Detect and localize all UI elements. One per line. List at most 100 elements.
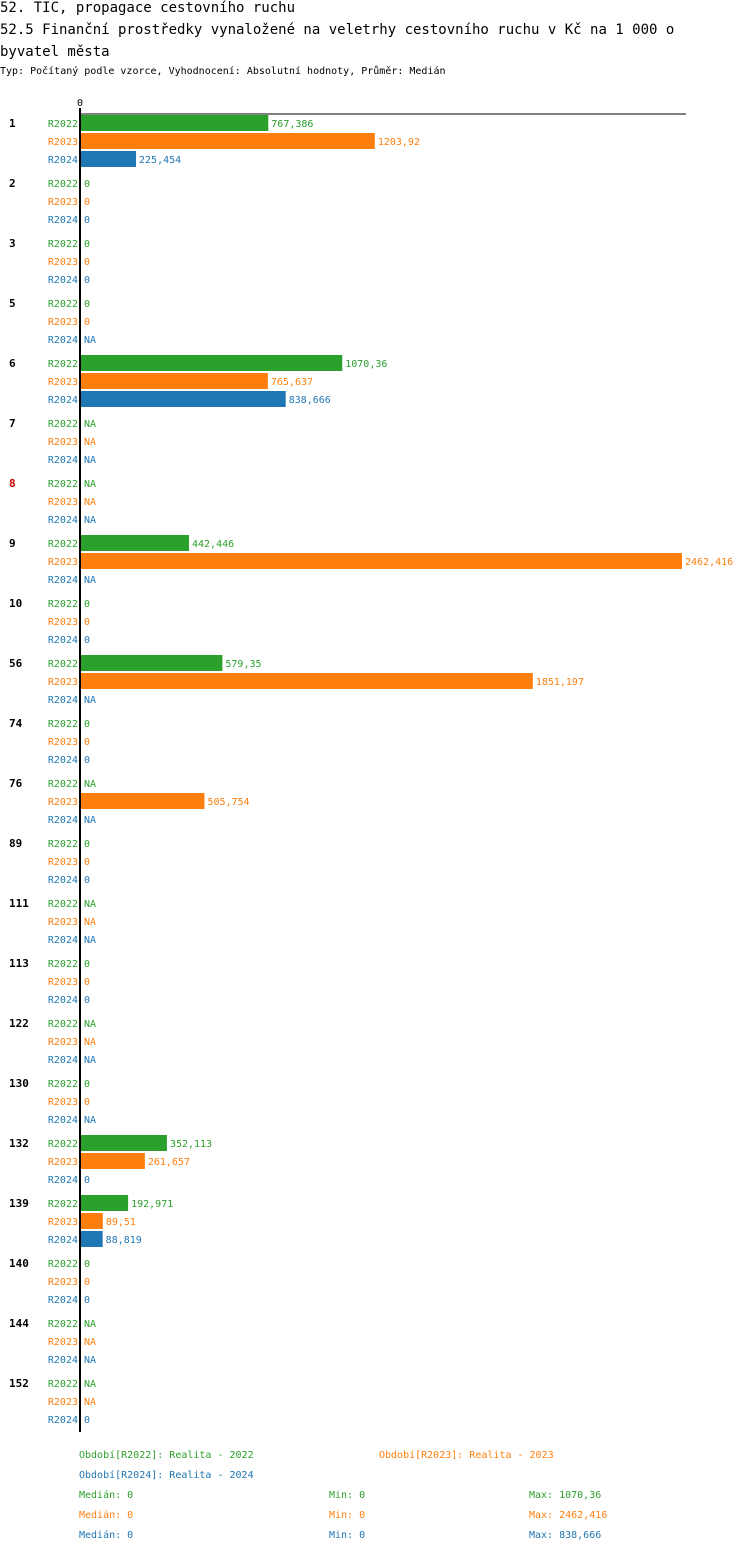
series-label: R2022 <box>48 1319 78 1330</box>
series-label: R2023 <box>48 377 78 388</box>
series-label: R2022 <box>48 1199 78 1210</box>
series-label: R2023 <box>48 1037 78 1048</box>
category-label: 111 <box>9 897 29 910</box>
data-label: NA <box>84 1337 96 1348</box>
category-label: 2 <box>9 177 16 190</box>
series-label: R2023 <box>48 1217 78 1228</box>
series-label: R2024 <box>48 395 78 406</box>
data-label: 0 <box>84 239 90 250</box>
series-label: R2022 <box>48 599 78 610</box>
data-label: 505,754 <box>207 797 249 808</box>
series-label: R2022 <box>48 179 78 190</box>
data-label: NA <box>84 575 96 586</box>
bar <box>81 1213 103 1229</box>
data-label: 0 <box>84 635 90 646</box>
data-label: NA <box>84 917 96 928</box>
data-label: 0 <box>84 839 90 850</box>
data-label: NA <box>84 1397 96 1408</box>
data-label: 0 <box>84 299 90 310</box>
data-label: 261,657 <box>148 1157 190 1168</box>
data-label: 0 <box>84 755 90 766</box>
data-label: 225,454 <box>139 155 181 166</box>
series-label: R2022 <box>48 719 78 730</box>
bar <box>81 1135 167 1151</box>
chart-title-line-1: 52. TIC, propagace cestovního ruchu <box>0 0 296 16</box>
series-label: R2024 <box>48 935 78 946</box>
series-label: R2023 <box>48 1337 78 1348</box>
series-label: R2022 <box>48 479 78 490</box>
bar <box>81 1231 103 1247</box>
category-label: 76 <box>9 777 23 790</box>
category-label: 122 <box>9 1017 29 1030</box>
category-label: 6 <box>9 357 16 370</box>
series-label: R2023 <box>48 437 78 448</box>
data-label: NA <box>84 419 96 430</box>
stat-median-r2023: Medián: 0 <box>79 1510 134 1521</box>
series-label: R2024 <box>48 1355 78 1366</box>
data-label: 0 <box>84 1097 90 1108</box>
series-label: R2022 <box>48 299 78 310</box>
category-label: 130 <box>9 1077 29 1090</box>
series-label: R2024 <box>48 1055 78 1066</box>
bar <box>81 793 205 809</box>
series-label: R2022 <box>48 839 78 850</box>
data-label: NA <box>84 779 96 790</box>
bar <box>81 655 223 671</box>
data-label: 765,637 <box>271 377 313 388</box>
bar-chart: 0 1 R2022 767,386 R2023 1203,92 R2024 225,454 2 R… <box>9 98 733 1432</box>
category-label: 152 <box>9 1377 29 1390</box>
data-label: 1851,197 <box>536 677 584 688</box>
stat-min-r2024: Min: 0 <box>329 1530 366 1541</box>
data-label: NA <box>84 455 96 466</box>
stat-max-r2023: Max: 2462,416 <box>529 1510 608 1521</box>
data-label: 0 <box>84 1277 90 1288</box>
stat-min-r2023: Min: 0 <box>329 1510 366 1521</box>
stat-min-r2022: Min: 0 <box>329 1490 366 1501</box>
series-label: R2023 <box>48 557 78 568</box>
data-label: 2462,416 <box>685 557 733 568</box>
series-label: R2024 <box>48 515 78 526</box>
category-label: 132 <box>9 1137 29 1150</box>
data-label: 0 <box>84 1295 90 1306</box>
series-label: R2023 <box>48 617 78 628</box>
data-label: 0 <box>84 1415 90 1426</box>
series-label: R2024 <box>48 1175 78 1186</box>
series-label: R2023 <box>48 1277 78 1288</box>
series-label: R2023 <box>48 137 78 148</box>
data-label: NA <box>84 497 96 508</box>
bar <box>81 1153 145 1169</box>
data-label: NA <box>84 1379 96 1390</box>
data-label: 0 <box>84 977 90 988</box>
stat-median-r2022: Medián: 0 <box>79 1490 134 1501</box>
data-label: 1203,92 <box>378 137 420 148</box>
series-label: R2024 <box>48 575 78 586</box>
data-label: 0 <box>84 257 90 268</box>
data-label: 767,386 <box>271 119 313 130</box>
data-label: 0 <box>84 875 90 886</box>
bar <box>81 391 286 407</box>
series-label: R2023 <box>48 197 78 208</box>
bar <box>81 151 137 167</box>
data-label: 579,35 <box>225 659 261 670</box>
data-label: 0 <box>84 1259 90 1270</box>
category-label: 74 <box>9 717 23 730</box>
category-label: 5 <box>9 297 16 310</box>
data-label: NA <box>84 899 96 910</box>
data-label: NA <box>84 515 96 526</box>
series-label: R2023 <box>48 977 78 988</box>
series-label: R2022 <box>48 1139 78 1150</box>
data-label: 0 <box>84 719 90 730</box>
series-label: R2022 <box>48 779 78 790</box>
data-label: 0 <box>84 737 90 748</box>
bar <box>81 355 343 371</box>
series-label: R2024 <box>48 335 78 346</box>
series-label: R2022 <box>48 899 78 910</box>
bar <box>81 1195 129 1211</box>
series-label: R2022 <box>48 419 78 430</box>
series-label: R2022 <box>48 239 78 250</box>
data-label: 0 <box>84 857 90 868</box>
data-label: NA <box>84 815 96 826</box>
category-label: 10 <box>9 597 22 610</box>
series-label: R2024 <box>48 1415 78 1426</box>
data-label: 0 <box>84 179 90 190</box>
